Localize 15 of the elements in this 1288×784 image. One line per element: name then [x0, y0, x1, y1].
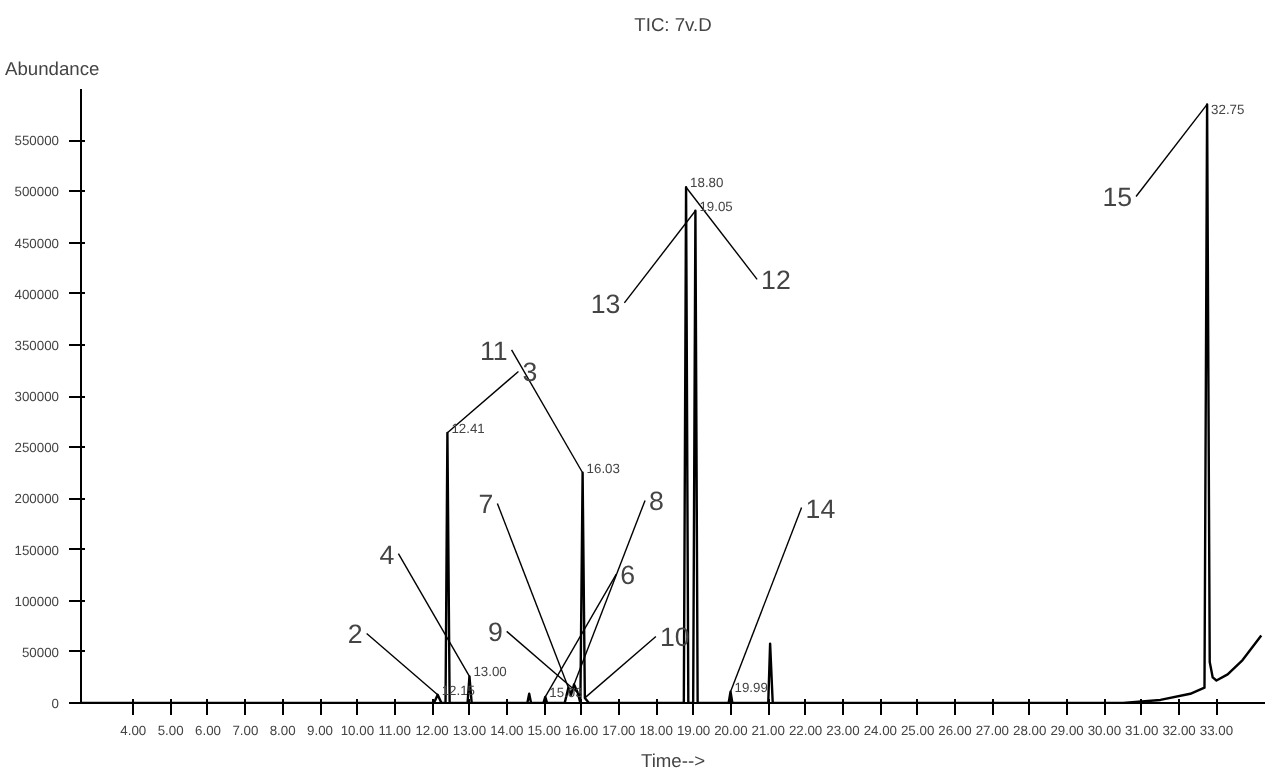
annotation: 9 — [487, 617, 503, 648]
annotation: 7 — [478, 489, 494, 520]
annotation: 2 — [347, 619, 363, 650]
y-axis-title: Abundance — [5, 59, 100, 79]
annotation: 12 — [761, 265, 791, 296]
annotation: 3 — [522, 357, 538, 388]
annotation: 11 — [479, 335, 508, 366]
annotation: 8 — [649, 486, 664, 517]
annotation: 4 — [379, 539, 396, 570]
chart-title: TIC: 7v.D — [634, 15, 713, 35]
annotation: 6 — [620, 560, 636, 591]
annotation: 13 — [590, 288, 621, 319]
x-axis-title: Time--> — [640, 751, 706, 771]
annotation: 15 — [1102, 182, 1133, 213]
annotation: 14 — [805, 493, 837, 524]
